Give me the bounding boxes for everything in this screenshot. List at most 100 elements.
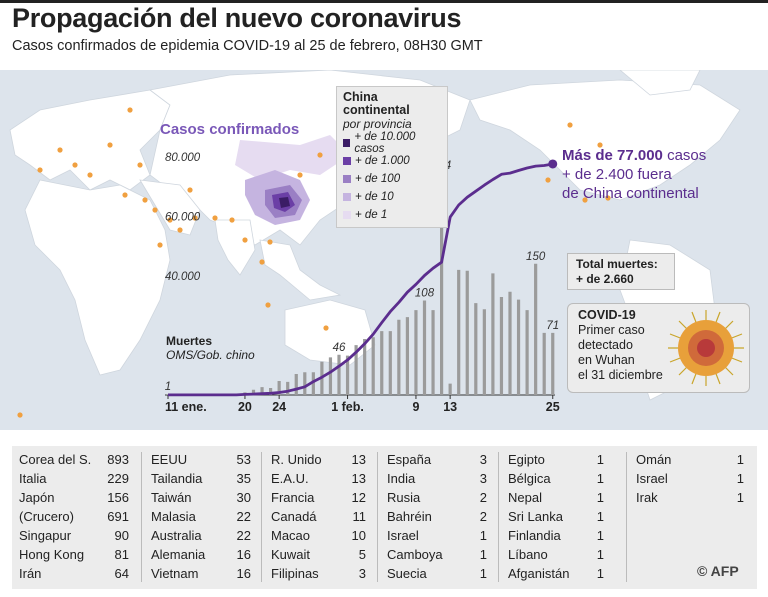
table-row: Finlandia 1	[508, 526, 604, 545]
table-row: Corea del S. 893	[19, 450, 129, 469]
country-name: Taiwán	[151, 490, 192, 505]
y-tick-label: 80.000	[165, 152, 201, 164]
table-row: Bahréin 2	[387, 507, 487, 526]
table-row: Vietnam 16	[151, 564, 251, 583]
case-marker	[157, 242, 163, 248]
legend-item: + de 10	[343, 188, 441, 206]
legend-swatch	[343, 193, 351, 201]
death-bar	[337, 354, 341, 395]
case-count: 691	[107, 509, 129, 524]
country-name: Afganistán	[508, 566, 570, 581]
table-row: Afganistán 1	[508, 564, 604, 583]
country-name: Irak	[636, 490, 658, 505]
death-bar	[397, 319, 401, 395]
covid-line-1: Primer caso	[578, 323, 645, 337]
death-bar	[311, 372, 315, 395]
land-seasia	[259, 239, 342, 301]
table-row: Israel 1	[636, 469, 744, 488]
case-count: 53	[236, 452, 251, 467]
case-marker	[212, 215, 218, 221]
case-marker	[37, 167, 43, 173]
country-name: Macao	[271, 528, 311, 543]
x-tick-label: 13	[443, 400, 457, 414]
case-count: 1	[596, 566, 604, 581]
table-row: España 3	[387, 450, 487, 469]
column-divider	[498, 452, 499, 582]
death-bar	[371, 337, 375, 395]
x-tick-label: 11 ene.	[165, 400, 207, 414]
table-row: Bélgica 1	[508, 469, 604, 488]
case-marker	[297, 172, 303, 178]
table-row: Macao 10	[271, 526, 366, 545]
legend-swatch	[343, 139, 351, 147]
case-count: 3	[479, 452, 487, 467]
afp-credit: © AFP	[697, 563, 739, 579]
case-count: 1	[479, 528, 487, 543]
page-title: Propagación del nuevo coronavirus	[12, 3, 462, 33]
table-row: Taiwán 30	[151, 488, 251, 507]
case-marker	[167, 217, 173, 223]
case-marker	[72, 162, 78, 168]
country-name: Suecia	[387, 566, 427, 581]
country-name: Finlandia	[508, 528, 561, 543]
case-count: 1	[596, 471, 604, 486]
case-count: 1	[596, 547, 604, 562]
case-count: 13	[351, 471, 366, 486]
country-name: Camboya	[387, 547, 443, 562]
legend-item: + de 10.000 casos	[343, 131, 441, 155]
country-name: Sri Lanka	[508, 509, 563, 524]
legend-label: + de 100	[355, 173, 401, 185]
country-name: Nepal	[508, 490, 542, 505]
death-bar	[542, 332, 546, 395]
death-bar	[508, 291, 512, 395]
case-count: 13	[351, 452, 366, 467]
case-count: 1	[736, 471, 744, 486]
case-marker	[567, 122, 573, 128]
case-count: 1	[479, 566, 487, 581]
table-row: Camboya 1	[387, 545, 487, 564]
death-bar	[534, 263, 538, 395]
case-count: 1	[736, 490, 744, 505]
case-marker	[265, 302, 271, 308]
country-name: Filipinas	[271, 566, 319, 581]
death-bar	[363, 339, 367, 395]
deaths-label-source: OMS/Gob. chino	[166, 348, 255, 362]
country-name: Israel	[387, 528, 419, 543]
country-name: Egipto	[508, 452, 545, 467]
covid-callout: COVID-19 Primer caso detectado en Wuhan …	[567, 303, 750, 393]
case-marker	[142, 197, 148, 203]
country-name: Francia	[271, 490, 315, 505]
case-count: 16	[236, 547, 251, 562]
country-name: E.A.U.	[271, 471, 309, 486]
country-name: Bahréin	[387, 509, 432, 524]
table-row: Irán 64	[19, 564, 129, 583]
case-marker	[107, 142, 113, 148]
death-bar	[448, 383, 452, 395]
death-bar	[431, 310, 435, 395]
cases-chart: 40.000 60.000 80.000 11 ene. 20 24 1 feb. 9 13 2…	[165, 152, 560, 414]
case-count: 3	[479, 471, 487, 486]
case-count: 81	[114, 547, 129, 562]
covid-line-2: detectado	[578, 338, 633, 352]
cases-outside-2: de China continental	[562, 185, 699, 202]
deaths-value: + de 2.660	[576, 272, 634, 286]
death-bar	[482, 309, 486, 395]
case-marker	[87, 172, 93, 178]
table-row: Canadá 11	[271, 507, 366, 526]
cases-total: Más de 77.000	[562, 147, 663, 164]
table-row: Líbano 1	[508, 545, 604, 564]
column-divider	[141, 452, 142, 582]
death-bar	[269, 388, 273, 395]
top-rule	[0, 0, 768, 3]
case-count: 1	[479, 547, 487, 562]
table-row: Irak 1	[636, 488, 744, 507]
land-arabia	[139, 179, 201, 236]
virus-icon	[668, 310, 744, 386]
covid-line-4: el 31 diciembre	[578, 368, 663, 382]
case-count: 1	[596, 490, 604, 505]
case-marker	[582, 197, 588, 203]
case-count: 22	[236, 509, 251, 524]
legend-title-1: China	[343, 90, 378, 104]
death-bar	[251, 389, 256, 395]
table-row: Egipto 1	[508, 450, 604, 469]
